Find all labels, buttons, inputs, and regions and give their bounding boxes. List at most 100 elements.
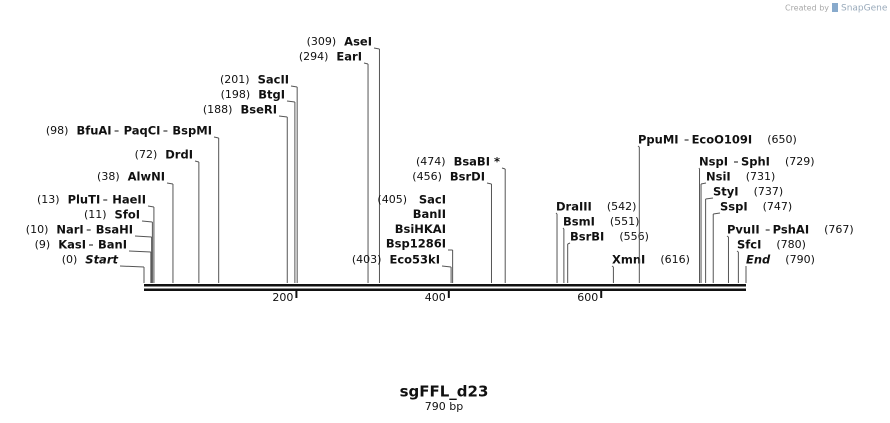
site-connector	[501, 167, 506, 170]
position-label: (731)	[746, 170, 776, 183]
enzyme-name: XmnI	[612, 253, 645, 267]
position-label: (456)	[412, 170, 442, 183]
site-connector	[128, 250, 151, 253]
position-label: (309)	[307, 35, 337, 48]
enzyme-name: DrdI	[165, 148, 193, 162]
brand-name: SnapGene	[841, 4, 888, 14]
title: sgFFL_d23	[400, 383, 489, 401]
enzyme-name: PshAI	[773, 223, 809, 237]
enzyme-name: BfuAI	[76, 124, 111, 138]
enzyme-name: SacII	[258, 73, 289, 87]
position-label: (556)	[619, 230, 649, 243]
enzyme-name: PluTI	[68, 193, 101, 207]
enzyme-name: SfcI	[737, 238, 761, 252]
site-connector	[441, 265, 452, 268]
enzyme-name: BsrDI	[450, 170, 485, 184]
site-connector	[637, 145, 640, 148]
site-connector	[194, 160, 199, 163]
ruler-label: 600	[577, 291, 598, 304]
enzyme-name: BsmI	[563, 215, 595, 229]
position-label: (729)	[785, 155, 815, 168]
site-connector	[213, 136, 219, 139]
enzyme-name: PpuMI	[638, 133, 679, 147]
position-label: (198)	[221, 88, 251, 101]
position-label: (551)	[610, 215, 640, 228]
ruler-label: 200	[272, 291, 293, 304]
position-label: (294)	[299, 50, 329, 63]
backbone	[144, 284, 746, 287]
enzyme-name: BtgI	[258, 88, 285, 102]
enzyme-name: Bsp1286I	[386, 237, 446, 251]
enzyme-name: HaeII	[112, 193, 146, 207]
enzyme-name: AlwNI	[128, 170, 165, 184]
site-connector	[713, 212, 721, 215]
backbone	[144, 288, 746, 291]
position-label: (11)	[84, 208, 107, 221]
position-label: (188)	[203, 103, 233, 116]
enzyme-name: BsrBI	[570, 230, 604, 244]
site-connector	[141, 220, 153, 223]
enzyme-name: NspI	[699, 155, 728, 169]
enzyme-name: BspMI	[172, 124, 212, 138]
brand-icon	[832, 3, 838, 12]
position-label: (38)	[97, 170, 120, 183]
site-connector	[611, 265, 614, 268]
site-connector	[147, 205, 154, 208]
site-connector	[278, 115, 288, 118]
site-connector	[700, 182, 707, 185]
enzyme-name: Eco53kI	[389, 253, 440, 267]
site-connector	[134, 235, 152, 238]
position-label: (616)	[660, 253, 690, 266]
enzyme-name: SspI	[720, 200, 748, 214]
enzyme-name: BanII	[413, 207, 446, 221]
enzyme-name: StyI	[713, 185, 739, 199]
enzyme-name: BanI	[98, 238, 127, 252]
enzyme-name: AseI	[344, 35, 372, 49]
enzyme-name: KasI	[58, 238, 86, 252]
site-connector	[555, 212, 558, 215]
site-connector	[373, 47, 380, 50]
site-connector	[726, 235, 729, 238]
enzyme-name: EcoO109I	[692, 133, 753, 147]
site-connector	[567, 242, 571, 245]
position-label: (650)	[767, 133, 797, 146]
position-label: (780)	[776, 238, 806, 251]
ruler-label: 400	[425, 291, 446, 304]
site-connector	[166, 182, 174, 185]
position-label: (790)	[785, 253, 815, 266]
subtitle: 790 bp	[425, 400, 463, 413]
enzyme-name: EarI	[336, 50, 362, 64]
position-label: (201)	[220, 73, 250, 86]
position-label: (405)	[377, 193, 407, 206]
position-label: (13)	[37, 193, 60, 206]
site-connector	[290, 85, 298, 88]
site-connector	[736, 250, 739, 253]
enzyme-name: BsaBI *	[454, 155, 500, 169]
position-label: (10)	[26, 223, 49, 236]
enzyme-name: PaqCI	[124, 124, 161, 138]
site-connector	[486, 182, 492, 185]
position-label: (0)	[62, 253, 78, 266]
enzyme-name: SfoI	[115, 208, 140, 222]
position-label: (474)	[416, 155, 446, 168]
position-label: (9)	[35, 238, 51, 251]
enzyme-name: NarI	[56, 223, 83, 237]
position-label: (542)	[607, 200, 637, 213]
position-label: (403)	[352, 253, 382, 266]
site-connector	[119, 265, 145, 268]
site-connector	[286, 100, 295, 103]
enzyme-name: BseRI	[240, 103, 277, 117]
enzyme-name: NsiI	[706, 170, 731, 184]
enzyme-name: Start	[85, 253, 118, 267]
site-connector	[562, 227, 565, 230]
enzyme-name: BsaHI	[96, 223, 133, 237]
position-label: (98)	[46, 124, 69, 137]
brand-text: Created by	[785, 4, 829, 13]
position-label: (72)	[135, 148, 158, 161]
enzyme-name: SacI	[419, 193, 446, 207]
position-label: (747)	[763, 200, 793, 213]
position-label: (767)	[824, 223, 854, 236]
site-connector	[698, 167, 700, 170]
position-label: (737)	[754, 185, 784, 198]
